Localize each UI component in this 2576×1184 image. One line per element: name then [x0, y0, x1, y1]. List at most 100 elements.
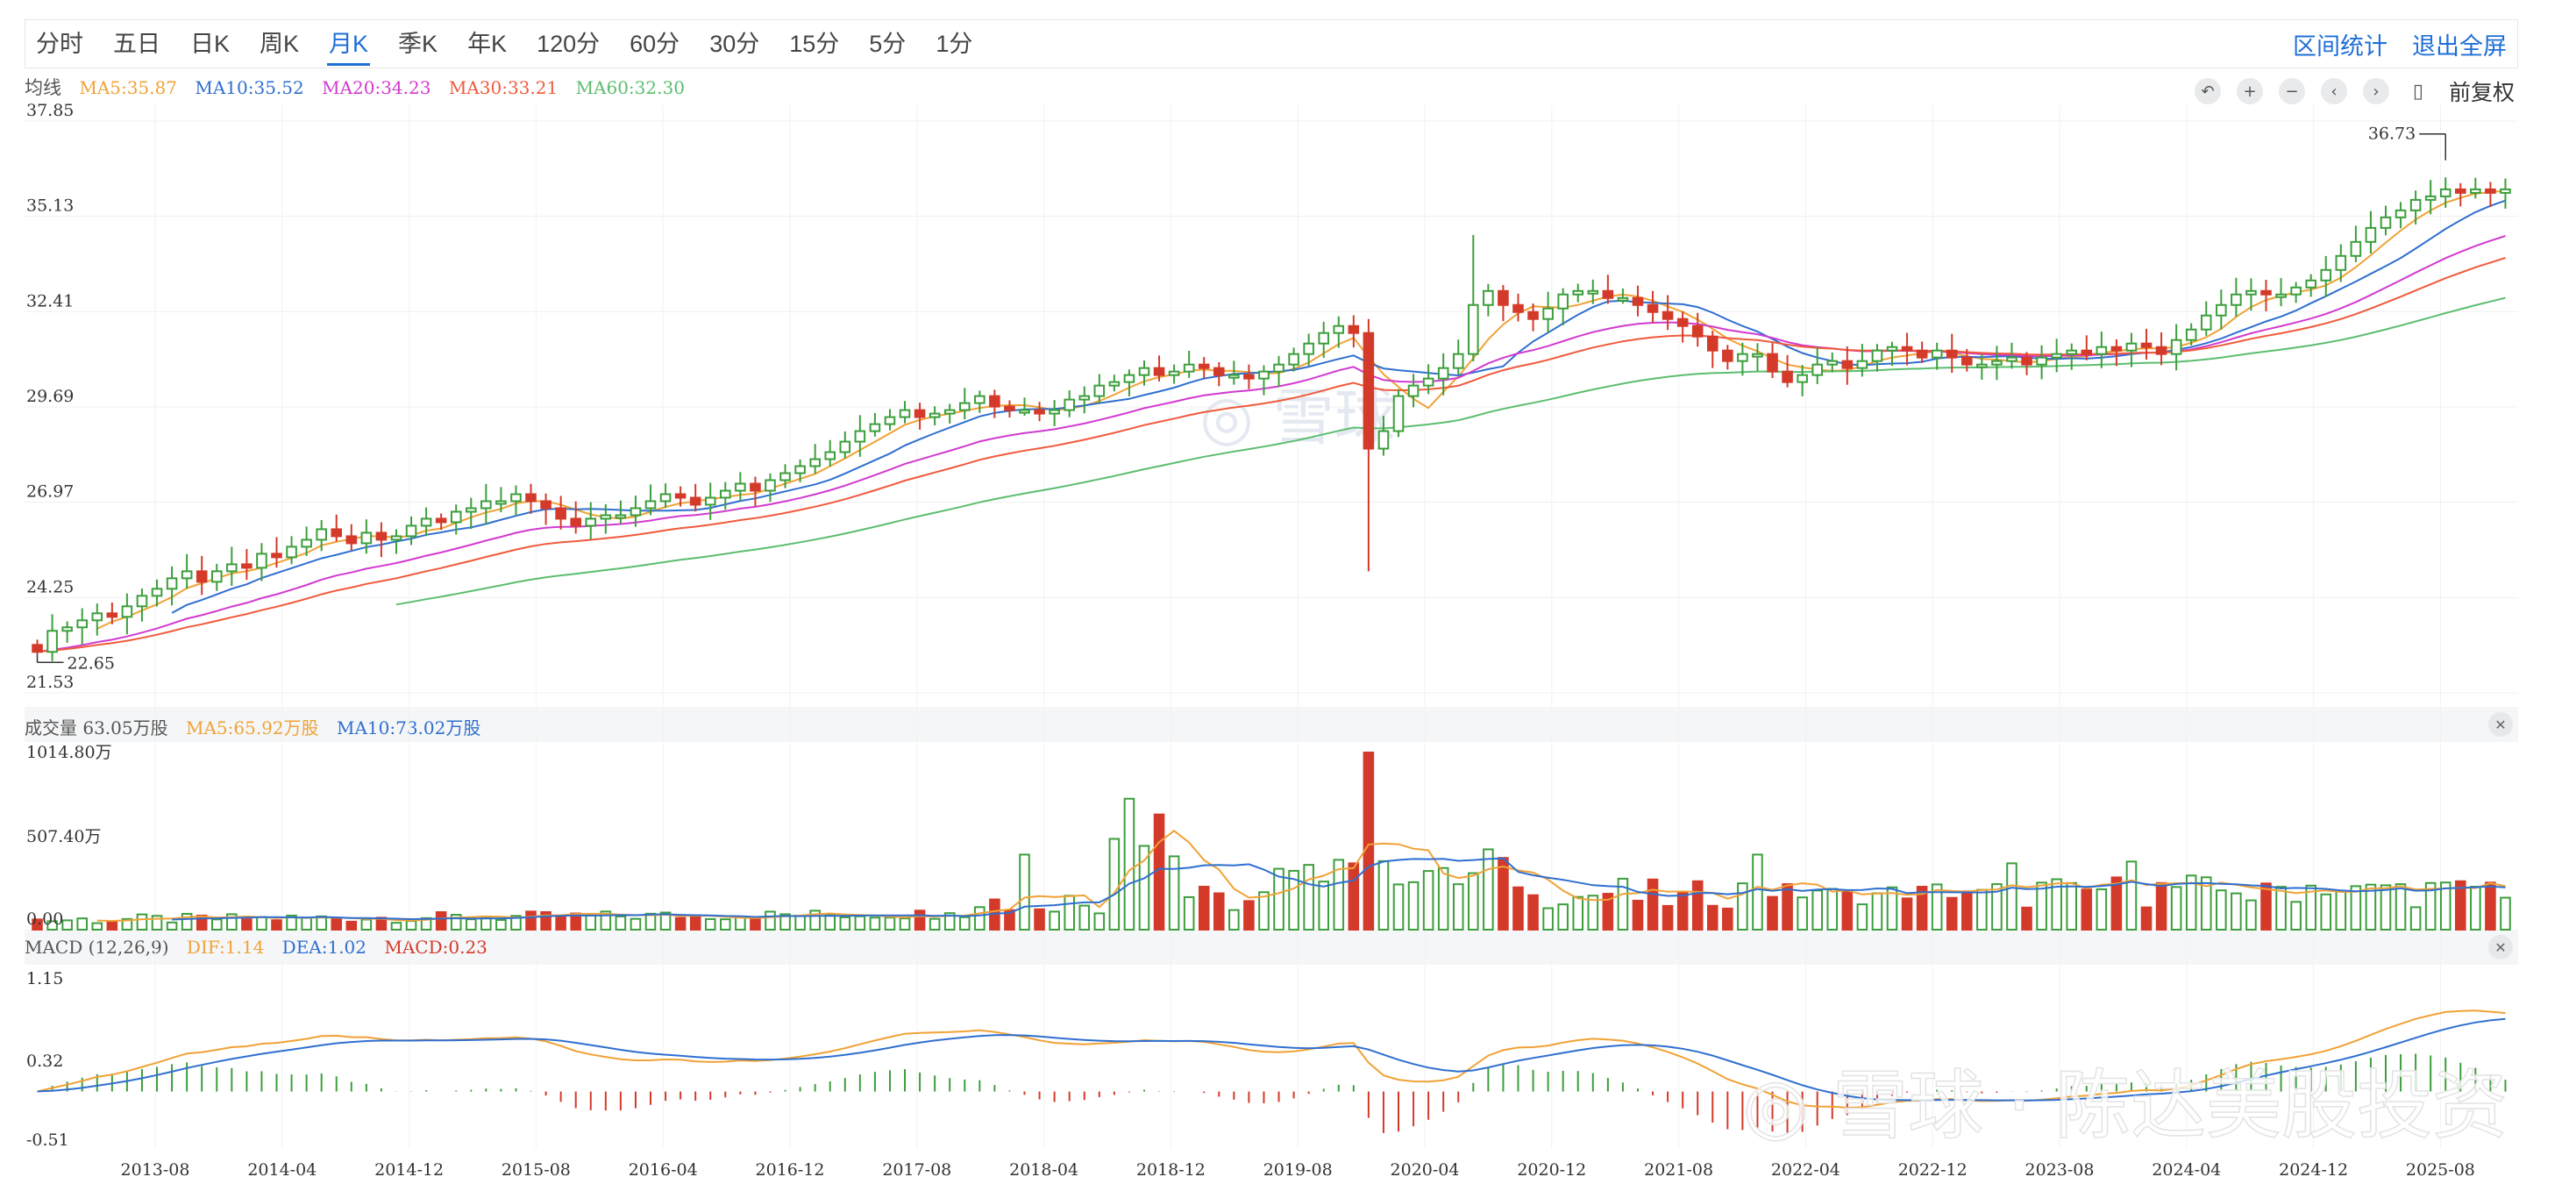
tab-7[interactable]: 120分 — [537, 31, 601, 57]
candle-body — [32, 644, 43, 653]
tab-11[interactable]: 5分 — [869, 31, 907, 57]
price-y-tick: 37.85 — [26, 101, 74, 120]
volume-bar — [1826, 888, 1839, 931]
volume-bar — [61, 919, 73, 931]
zoom-in-icon[interactable]: + — [2236, 78, 2263, 104]
candle-body — [2470, 188, 2481, 194]
candle — [2125, 332, 2138, 367]
x-tick-label: 2017-08 — [882, 1160, 951, 1180]
tab-2[interactable]: 日K — [190, 31, 231, 57]
candle-body — [1946, 349, 1958, 359]
candle-body — [1901, 346, 1913, 352]
candle — [1498, 284, 1509, 322]
candle-body — [824, 451, 836, 460]
candle-body — [226, 563, 238, 573]
volume-bar — [2380, 884, 2392, 931]
candle — [1871, 344, 1883, 372]
candle-body — [1049, 409, 1060, 415]
candle-body — [1632, 296, 1644, 306]
candle-body — [1273, 363, 1284, 373]
volume-bar — [644, 912, 657, 931]
candle — [1976, 353, 1988, 380]
candle-body — [121, 605, 133, 618]
candle — [345, 524, 358, 551]
candle — [1452, 339, 1464, 374]
volume-bar — [1138, 845, 1150, 931]
candle-body — [1662, 310, 1674, 320]
volume-bar — [809, 909, 821, 931]
volume-bar — [271, 919, 282, 931]
chevron-right-icon[interactable]: › — [2362, 78, 2389, 104]
volume-bar — [689, 914, 701, 931]
candle — [570, 501, 581, 534]
candle — [615, 500, 627, 524]
tab-4[interactable]: 月K — [327, 20, 371, 68]
candle-body — [1288, 353, 1299, 366]
candle — [1931, 342, 1943, 370]
volume-bar — [1691, 880, 1704, 931]
volume-bar — [1273, 867, 1284, 931]
candle-body — [2066, 349, 2078, 355]
candle — [1841, 346, 1854, 385]
volume-bar — [1198, 885, 1210, 931]
exit-fullscreen-button[interactable]: 退出全屏 — [2412, 32, 2507, 60]
tab-12[interactable]: 1分 — [936, 31, 973, 57]
candle-body — [1557, 293, 1569, 310]
tab-1[interactable]: 五日 — [113, 31, 160, 57]
volume-bar — [495, 918, 507, 931]
candle-body — [2320, 268, 2332, 282]
tab-6[interactable]: 年K — [467, 31, 508, 57]
tab-8[interactable]: 60分 — [630, 31, 680, 57]
chevron-left-icon[interactable]: ‹ — [2320, 78, 2347, 104]
price-adjust-toggle[interactable]: 前复权 — [2448, 81, 2515, 105]
ma30-line — [37, 257, 2506, 653]
candle — [854, 415, 866, 457]
tab-10[interactable]: 15分 — [789, 31, 840, 57]
candle-body — [2200, 314, 2212, 331]
candle — [2155, 332, 2167, 366]
volume-bar — [1572, 895, 1584, 931]
candle — [1901, 332, 1913, 366]
candle-body — [570, 517, 581, 527]
candle — [824, 439, 836, 467]
zoom-out-icon[interactable]: − — [2278, 78, 2305, 104]
candle-body — [1691, 325, 1704, 338]
volume-bar — [1303, 864, 1314, 931]
volume-bar — [1049, 910, 1060, 931]
undo-icon[interactable]: ↶ — [2194, 78, 2221, 104]
candle — [704, 482, 716, 520]
tab-9[interactable]: 30分 — [709, 31, 760, 57]
candle-body — [1108, 381, 1121, 387]
volume-bar — [316, 915, 327, 931]
volume-bar — [750, 917, 761, 931]
ma-legend: 均线 MA5:35.87 MA10:35.52 MA20:34.23 MA30:… — [25, 74, 697, 100]
candle — [1826, 352, 1839, 373]
volume-bar — [2260, 882, 2272, 931]
candle-body — [106, 612, 118, 618]
tab-3[interactable]: 周K — [260, 31, 300, 57]
candle — [2365, 210, 2377, 254]
tab-5[interactable]: 季K — [398, 31, 438, 57]
candle-body — [1512, 303, 1524, 313]
volume-bar — [839, 916, 851, 931]
volume-legend-label: 成交量 63.05万股 — [25, 717, 168, 738]
volume-bar — [2320, 893, 2332, 931]
volume-bar — [435, 911, 447, 931]
candle — [465, 497, 477, 530]
volume-bar — [2081, 888, 2093, 931]
candle — [2395, 202, 2407, 229]
macd-y-tick: -0.51 — [26, 1131, 69, 1150]
range-stats-button[interactable]: 区间统计 — [2293, 32, 2387, 60]
battery-icon[interactable]: ▯ — [2412, 80, 2424, 103]
candle-body — [1153, 367, 1165, 376]
candle — [869, 412, 881, 437]
candle-body — [525, 493, 537, 503]
candle-body — [2485, 188, 2496, 194]
close-macd-icon[interactable]: ✕ — [2488, 935, 2513, 959]
candle-body — [1602, 289, 1614, 299]
candle-body — [1213, 367, 1225, 376]
tab-0[interactable]: 分时 — [36, 31, 83, 57]
close-volume-icon[interactable]: ✕ — [2488, 712, 2513, 737]
volume-bar — [1617, 877, 1629, 931]
